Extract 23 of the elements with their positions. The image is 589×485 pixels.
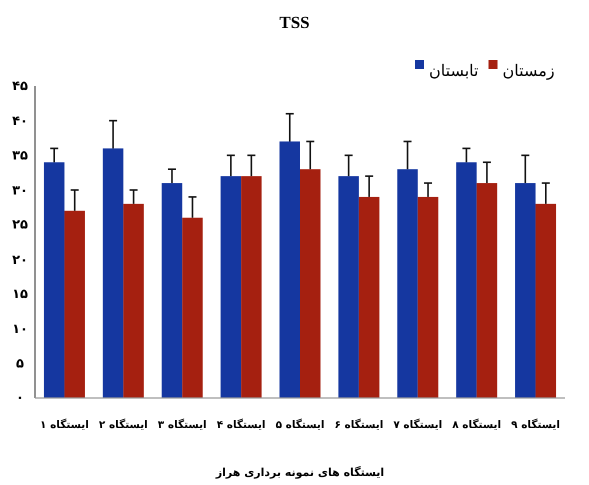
legend-label: تابستان: [429, 61, 479, 80]
x-tick-label: ایستگاه ۷: [393, 418, 442, 431]
y-tick-label: ۳۰: [12, 184, 28, 198]
x-tick-label: ایستگاه ۳: [158, 418, 207, 431]
y-tick-label: ۴۵: [12, 79, 28, 94]
x-tick-label: ایستگاه ۱: [40, 418, 89, 431]
x-tick-label: ایستگاه ۴: [216, 418, 266, 431]
x-tick-label: ایستگاه ۵: [276, 418, 324, 431]
chart-title: TSS: [279, 13, 310, 32]
y-tick-label: ۴۰: [12, 114, 28, 130]
y-tick-label: ۲۰: [12, 252, 28, 268]
y-tick-label: ۳۵: [12, 148, 28, 164]
y-tick-label: ۱۰: [12, 322, 28, 338]
y-tick-label: ۲۵: [12, 218, 28, 233]
y-tick-label: ۵: [16, 356, 24, 372]
x-tick-label: ایستگاه ۹: [511, 418, 560, 431]
y-tick-label: ۰: [16, 390, 24, 406]
legend-label: زمستان: [502, 61, 555, 80]
x-axis-title: ایستگاه های نمونه برداری هراز: [214, 466, 384, 479]
x-tick-label: ایستگاه ۸: [452, 418, 502, 431]
y-tick-label: ۱۵: [12, 287, 28, 302]
x-tick-label: ایستگاه ۶: [334, 418, 384, 431]
x-tick-label: ایستگاه ۲: [98, 418, 148, 431]
